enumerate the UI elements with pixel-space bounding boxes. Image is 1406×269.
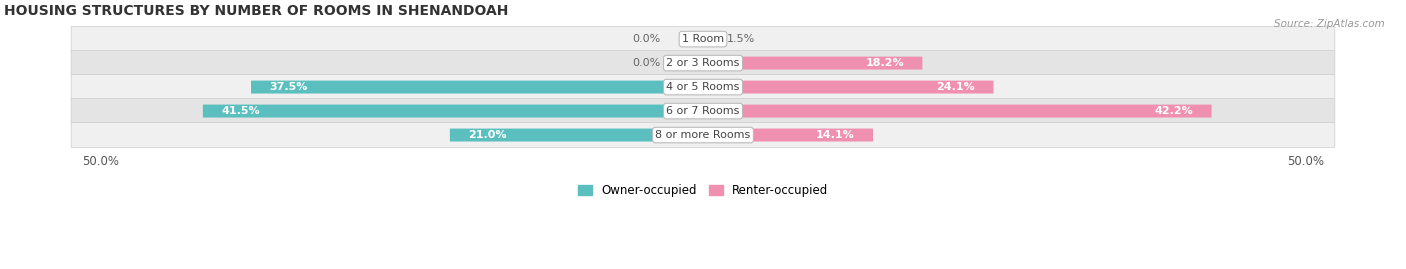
FancyBboxPatch shape [450,129,703,141]
Text: 21.0%: 21.0% [468,130,506,140]
FancyBboxPatch shape [703,33,721,45]
Text: 1 Room: 1 Room [682,34,724,44]
FancyBboxPatch shape [703,105,1212,118]
Text: 8 or more Rooms: 8 or more Rooms [655,130,751,140]
Text: 24.1%: 24.1% [936,82,976,92]
FancyBboxPatch shape [72,98,1334,123]
Text: 37.5%: 37.5% [269,82,308,92]
FancyBboxPatch shape [252,81,703,94]
Text: 0.0%: 0.0% [633,58,661,68]
Text: 42.2%: 42.2% [1154,106,1194,116]
Text: 0.0%: 0.0% [633,34,661,44]
Text: 4 or 5 Rooms: 4 or 5 Rooms [666,82,740,92]
Text: 41.5%: 41.5% [221,106,260,116]
FancyBboxPatch shape [703,56,922,70]
FancyBboxPatch shape [72,75,1334,100]
Text: 2 or 3 Rooms: 2 or 3 Rooms [666,58,740,68]
FancyBboxPatch shape [72,27,1334,52]
FancyBboxPatch shape [72,51,1334,76]
Text: 18.2%: 18.2% [866,58,904,68]
Text: 1.5%: 1.5% [727,34,755,44]
Legend: Owner-occupied, Renter-occupied: Owner-occupied, Renter-occupied [572,179,834,202]
FancyBboxPatch shape [703,81,994,94]
Text: 6 or 7 Rooms: 6 or 7 Rooms [666,106,740,116]
Text: HOUSING STRUCTURES BY NUMBER OF ROOMS IN SHENANDOAH: HOUSING STRUCTURES BY NUMBER OF ROOMS IN… [4,4,509,18]
FancyBboxPatch shape [202,105,703,118]
Text: Source: ZipAtlas.com: Source: ZipAtlas.com [1274,19,1385,29]
FancyBboxPatch shape [72,123,1334,147]
FancyBboxPatch shape [703,129,873,141]
Text: 14.1%: 14.1% [815,130,855,140]
